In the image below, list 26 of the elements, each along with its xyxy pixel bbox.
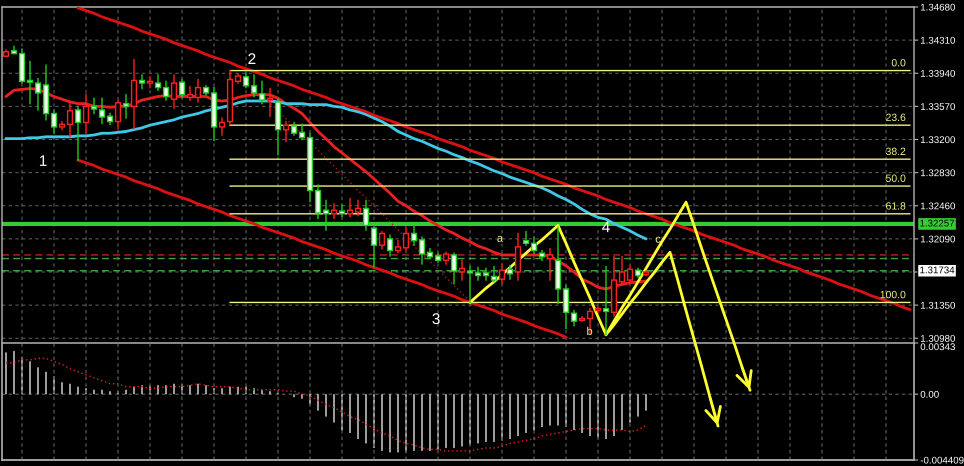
series-label: 61.8: [886, 202, 906, 210]
y-tick-label: 1.34680: [920, 4, 956, 11]
annotation: 3: [432, 313, 440, 324]
series-label: 38.2: [886, 148, 906, 156]
annotation: a: [497, 236, 504, 242]
ref-line-label: 1.32257: [920, 220, 954, 227]
annotation: 2: [248, 53, 256, 64]
series-label: 100.0: [880, 290, 906, 298]
y-tick-label: 1.33940: [920, 70, 956, 77]
y-tick-label: -0.004409: [920, 456, 964, 464]
annotation: 1: [40, 155, 47, 166]
y-tick-label: 1.32460: [920, 202, 956, 210]
y-tick-label: 0.00: [920, 390, 939, 398]
annotation: c: [656, 236, 660, 243]
y-tick-label: 1.34310: [920, 36, 956, 44]
y-tick-label: 0.00343: [920, 343, 955, 350]
y-tick-label: 1.31350: [920, 302, 956, 309]
series-label: 0.0: [892, 59, 906, 66]
ref-line-label: 1.31734: [920, 266, 954, 274]
y-tick-label: 1.30980: [920, 334, 956, 342]
y-tick-label: 1.32090: [920, 236, 956, 242]
series-label: 50.0: [886, 174, 906, 182]
y-tick-label: 1.32830: [920, 169, 956, 176]
y-tick-label: 1.33200: [920, 136, 956, 144]
y-tick-label: 1.33570: [920, 103, 956, 110]
series-label: 23.6: [886, 114, 906, 122]
